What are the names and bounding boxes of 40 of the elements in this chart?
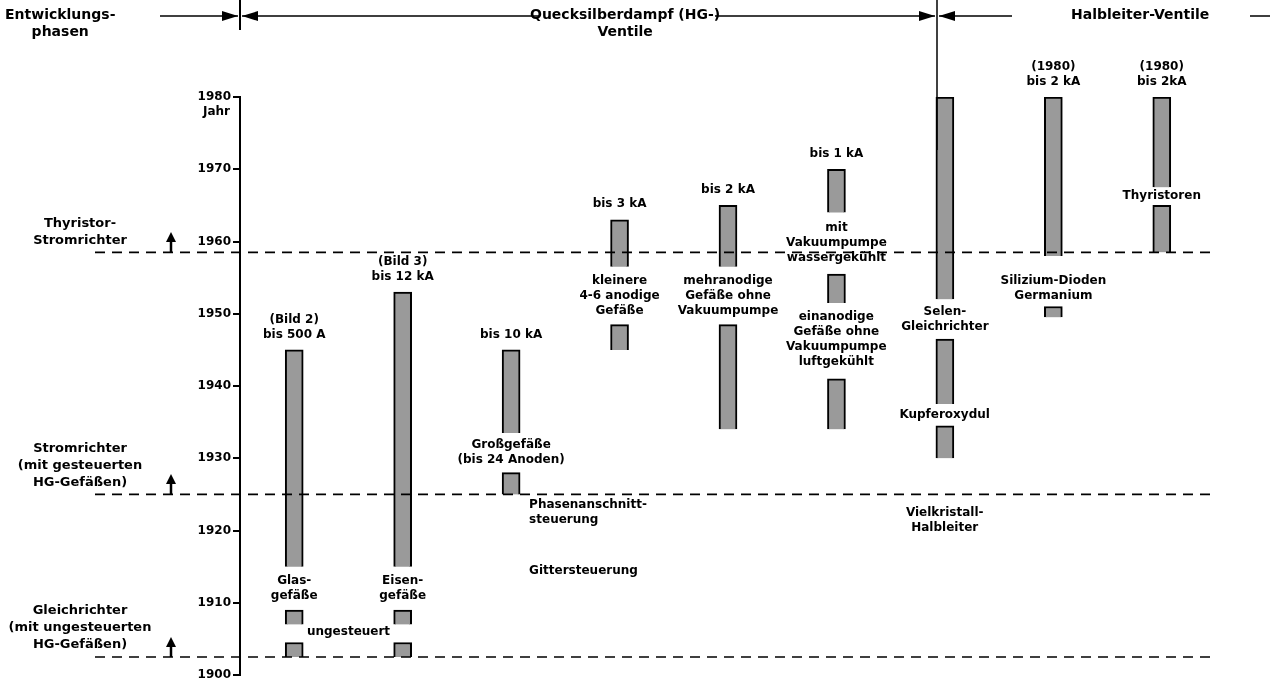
y-tick-label: 1920 <box>197 522 231 537</box>
ref-line-label: Stromrichter (mit gesteuerten HG-Gefäßen) <box>17 439 143 489</box>
annotation: Kupferoxydul <box>899 407 990 423</box>
y-tick-label: 1900 <box>197 667 231 682</box>
data-label: bis 2 kA <box>701 182 756 196</box>
data-label: bis 3 kA <box>592 196 648 211</box>
annotation: Vielkristall- Halbleiter <box>905 504 984 535</box>
data-label: (Bild 2) bis 500 A <box>262 311 327 341</box>
x-tick-label: Großgefäße (bis 24 Anoden) <box>457 437 565 467</box>
x-tick-label: Thyristoren <box>1122 188 1201 203</box>
y-tick-label: 1940 <box>197 378 231 393</box>
y-tick-label: 1950 <box>197 305 231 320</box>
x-tick-label: kleinere 4-6 anodige Gefäße <box>579 272 660 317</box>
y-axis-title: Jahr <box>201 104 231 119</box>
data-label: (1980) bis 2 kA <box>1026 58 1081 88</box>
x-tick-label: Silizium-Dioden <box>1000 273 1107 288</box>
y-tick-label: 1980 <box>197 89 231 104</box>
y-tick-label: 1910 <box>197 594 231 609</box>
text: Quecksilberdampf (HG-) Ventile <box>530 6 721 40</box>
data-label: bis 10 kA <box>480 326 543 341</box>
text: Entwicklungs- phasen <box>5 6 116 40</box>
data-label: (1980) bis 2kA <box>1136 58 1188 88</box>
data-label: (Bild 3) bis 12 kA <box>371 253 435 283</box>
annotation: einanodige Gefäße ohne Vakuumpumpe luftgekühlt <box>785 309 887 370</box>
y-tick-label: 1930 <box>197 450 231 465</box>
x-tick-label: Eisen- gefäße <box>379 572 427 602</box>
x-tick-label: mit Vakuumpumpe wassergekühlt <box>786 220 887 265</box>
ref-line-label: Gleichrichter (mit ungesteuerten HG-Gefäßen) <box>8 602 152 652</box>
data-label: bis 1 kA <box>809 145 865 160</box>
y-tick-label: 1960 <box>197 233 231 248</box>
annotation: Gittersteuerung <box>529 562 638 578</box>
annotation: Germanium <box>1014 288 1093 304</box>
text: Halbleiter-Ventile <box>1071 6 1210 23</box>
x-tick-label: Glas- gefäße <box>270 572 318 602</box>
y-tick-label: 1970 <box>197 161 231 176</box>
annotation: Phasenanschnitt- steuerung <box>529 497 647 528</box>
x-tick-label: Selen- Gleichrichter <box>901 303 989 333</box>
ref-line-label: Thyristor- Stromrichter <box>33 214 128 247</box>
x-tick-label: mehranodige Gefäße ohne Vakuumpumpe <box>677 272 779 317</box>
annotation: ungesteuert <box>306 624 391 640</box>
